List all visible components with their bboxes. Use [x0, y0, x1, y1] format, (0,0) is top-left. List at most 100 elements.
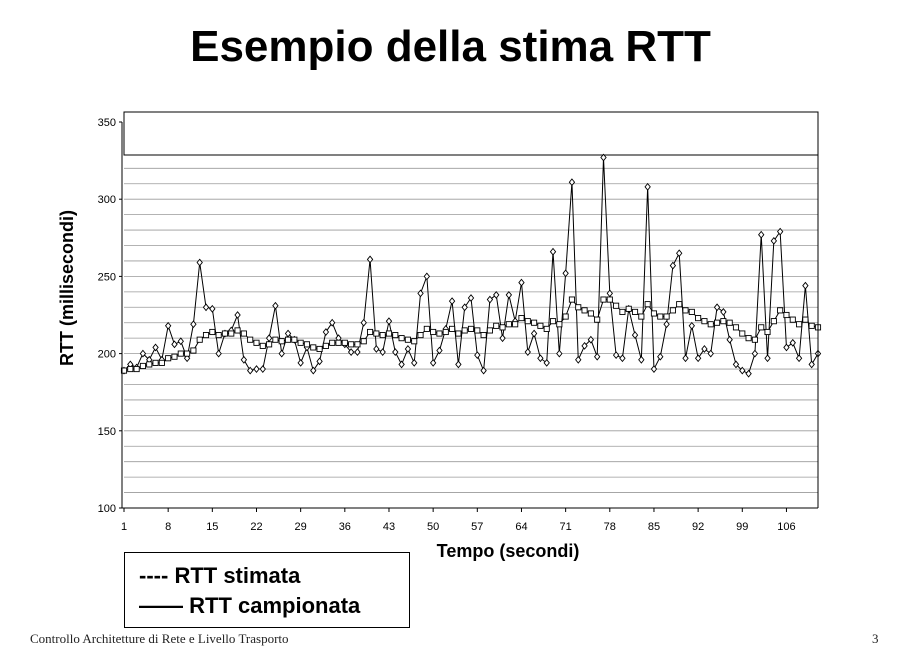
y-tick-label: 300	[98, 194, 116, 206]
data-point	[379, 332, 386, 339]
data-point	[524, 318, 531, 325]
data-point	[392, 332, 399, 339]
data-point	[316, 345, 323, 353]
data-point	[530, 329, 538, 338]
data-point	[695, 315, 702, 322]
data-point	[158, 359, 165, 366]
data-point	[303, 341, 311, 348]
data-point	[322, 328, 330, 336]
data-point	[549, 247, 557, 256]
x-tick-label: 1	[121, 521, 127, 533]
data-point	[467, 325, 475, 332]
data-point	[770, 236, 778, 245]
data-point	[221, 330, 228, 337]
data-point	[720, 318, 727, 325]
data-point	[430, 328, 437, 336]
data-point	[657, 352, 664, 361]
y-tick-label: 150	[98, 426, 116, 438]
data-point	[329, 339, 336, 346]
data-point	[228, 330, 235, 337]
data-point	[411, 338, 418, 345]
data-point	[543, 325, 550, 332]
data-point	[650, 365, 658, 373]
data-point	[568, 178, 576, 187]
data-point	[556, 321, 563, 328]
data-point	[139, 362, 146, 370]
data-point	[360, 318, 367, 327]
data-point	[347, 348, 355, 356]
series-layer	[120, 153, 822, 378]
data-point	[190, 320, 197, 329]
data-point	[739, 330, 746, 337]
data-point	[297, 339, 304, 346]
data-point	[341, 339, 348, 346]
x-tick-label: 15	[206, 521, 218, 533]
data-point	[442, 328, 449, 336]
data-point	[663, 320, 670, 329]
legend-label-estimated: RTT stimata	[174, 563, 301, 588]
data-point	[366, 255, 374, 264]
data-point	[499, 324, 506, 331]
data-point	[436, 346, 443, 355]
data-point	[423, 272, 431, 281]
data-point	[764, 354, 771, 363]
data-point	[247, 366, 254, 375]
data-point	[581, 307, 588, 314]
data-point	[562, 313, 569, 320]
data-point	[455, 360, 462, 369]
data-point	[272, 336, 279, 343]
data-point	[417, 289, 424, 298]
page-number: 3	[872, 631, 879, 646]
data-point	[493, 322, 500, 329]
data-point	[524, 348, 531, 356]
data-point	[776, 227, 784, 236]
y-tick-label: 200	[98, 349, 116, 361]
data-point	[190, 347, 197, 354]
data-point	[543, 358, 550, 367]
data-point	[650, 310, 658, 317]
data-point	[310, 366, 317, 375]
data-point	[518, 278, 525, 287]
data-point	[474, 327, 481, 334]
data-point	[701, 345, 708, 353]
data-point	[240, 330, 247, 337]
data-point	[146, 361, 153, 368]
data-point	[373, 330, 380, 337]
data-point	[758, 324, 765, 331]
legend-solid-symbol: ——	[139, 593, 183, 618]
data-point	[505, 291, 513, 299]
x-tick-label: 85	[648, 521, 660, 533]
data-point	[373, 345, 380, 353]
data-point	[398, 335, 405, 342]
x-tick-label: 92	[692, 521, 704, 533]
data-point	[644, 182, 651, 191]
data-point	[360, 338, 367, 345]
data-point	[177, 337, 184, 346]
data-point	[644, 301, 651, 308]
rtt-chart: 100 150 200 250 300 350 1 8 15 22 29 36 43 50 57 64 71 7…	[57, 111, 822, 561]
data-point	[682, 354, 689, 363]
data-point	[751, 336, 758, 343]
data-point	[562, 269, 569, 278]
data-point	[398, 360, 405, 369]
data-point	[177, 350, 184, 357]
data-point	[461, 303, 468, 312]
data-point	[316, 357, 323, 366]
x-tick-label: 43	[383, 521, 395, 533]
data-point	[480, 332, 487, 339]
legend-dashed-symbol: ----	[139, 563, 169, 588]
legend-label-sampled: RTT campionata	[189, 593, 361, 618]
data-point	[310, 344, 317, 351]
data-point	[266, 341, 273, 348]
series-line-rtt-stimata	[123, 298, 819, 372]
data-point	[234, 327, 241, 334]
data-point	[631, 308, 639, 315]
data-point	[480, 366, 487, 375]
series-rtt-stimata	[120, 296, 822, 374]
data-point	[594, 316, 601, 323]
data-point	[688, 321, 695, 330]
data-point	[202, 332, 210, 339]
data-point	[732, 360, 740, 369]
data-point	[808, 322, 815, 329]
data-point	[127, 365, 134, 373]
